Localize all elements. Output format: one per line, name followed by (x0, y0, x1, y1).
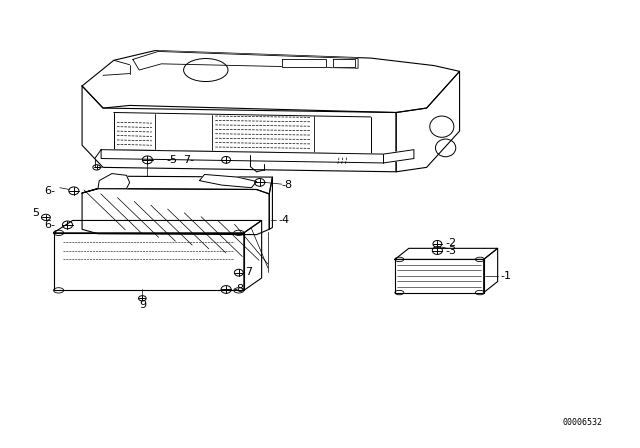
Polygon shape (82, 176, 273, 194)
Polygon shape (54, 220, 262, 233)
Text: 7: 7 (245, 267, 252, 277)
Polygon shape (200, 174, 257, 188)
Polygon shape (98, 173, 130, 189)
Polygon shape (484, 248, 498, 293)
Text: -3: -3 (445, 246, 456, 255)
Text: -2: -2 (445, 237, 457, 248)
Polygon shape (244, 220, 262, 290)
Text: -1: -1 (500, 271, 511, 281)
Text: 00006532: 00006532 (563, 418, 602, 426)
Polygon shape (82, 86, 396, 172)
Polygon shape (282, 60, 326, 67)
Polygon shape (333, 60, 355, 67)
Polygon shape (269, 177, 273, 229)
Polygon shape (395, 259, 484, 293)
Polygon shape (82, 51, 460, 112)
Polygon shape (396, 71, 460, 172)
Text: 6-: 6- (44, 220, 55, 230)
Text: 7-: 7- (183, 155, 195, 165)
Polygon shape (133, 52, 358, 70)
Text: -4: -4 (278, 215, 289, 224)
Polygon shape (101, 150, 414, 163)
Text: -8: -8 (282, 180, 293, 190)
Text: -8: -8 (233, 284, 244, 294)
Polygon shape (395, 248, 498, 259)
Polygon shape (54, 233, 244, 290)
Text: 9: 9 (139, 301, 146, 310)
Polygon shape (82, 189, 269, 235)
Text: -5: -5 (166, 155, 177, 165)
Text: 6-: 6- (44, 186, 55, 196)
Text: 5: 5 (32, 208, 39, 218)
